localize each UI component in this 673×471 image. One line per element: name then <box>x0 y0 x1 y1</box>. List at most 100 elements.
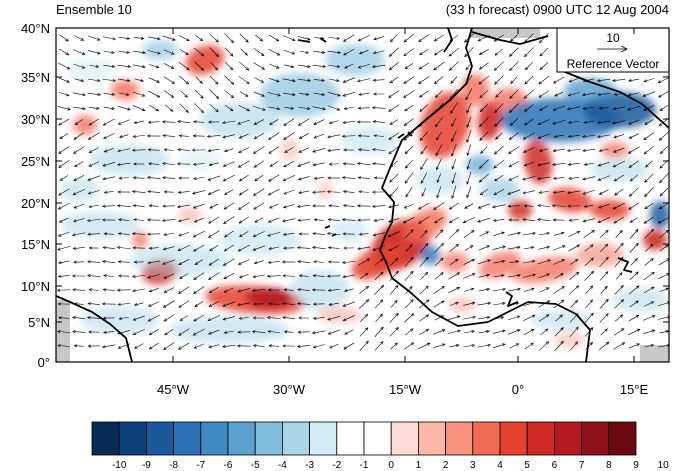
wind-vector <box>282 302 296 306</box>
colorbar: -10 -9 -8 -7 -6 -5 -4 -3 -2 -1 0 1 2 3 4 5 6 7 8 9 10 <box>91 421 669 471</box>
wind-vector <box>298 133 309 139</box>
wind-vector <box>297 330 310 334</box>
wind-vector <box>239 231 249 237</box>
wind-vector <box>161 120 176 124</box>
wind-vector <box>328 64 341 69</box>
wind-vector <box>451 143 457 157</box>
wind-vector <box>614 188 624 196</box>
wind-vector <box>163 273 175 279</box>
wind-vector <box>253 302 265 306</box>
wind-vector <box>101 302 116 306</box>
wind-vector <box>599 271 609 281</box>
wind-vector <box>282 92 296 97</box>
wind-vector <box>208 287 219 294</box>
wind-vector <box>342 232 355 236</box>
wind-vector <box>449 61 459 71</box>
wind-vector <box>58 77 70 83</box>
wind-vector <box>615 314 624 322</box>
wind-vector <box>117 148 131 153</box>
wind-vector <box>327 134 341 139</box>
wind-vector <box>374 341 384 351</box>
wind-vector <box>193 343 204 349</box>
wind-vector <box>58 316 70 320</box>
reference-vector-label: Reference Vector <box>567 57 660 71</box>
wind-vector <box>434 272 444 280</box>
wind-vector <box>433 61 445 71</box>
wind-vector <box>147 274 161 279</box>
wind-vector <box>313 218 324 222</box>
wind-vector <box>524 62 533 71</box>
wind-vector <box>59 48 70 56</box>
wind-vector <box>567 162 580 166</box>
wind-vector <box>282 274 295 278</box>
wind-vector <box>463 258 476 265</box>
colorbar-swatch <box>526 421 555 456</box>
wind-vector <box>58 118 70 126</box>
wind-vector <box>449 301 459 306</box>
wind-vector <box>296 302 311 306</box>
colorbar-swatch <box>390 421 419 456</box>
wind-vector <box>57 274 70 278</box>
wind-vector <box>268 246 280 251</box>
wind-vector <box>103 133 115 139</box>
wind-vector <box>297 246 311 250</box>
wind-vector <box>102 316 115 320</box>
wind-vector <box>356 120 371 124</box>
wind-vector <box>72 246 85 250</box>
wind-vector <box>523 259 536 264</box>
wind-vector <box>389 33 398 43</box>
wind-vector <box>268 78 280 83</box>
wind-vector <box>149 64 160 69</box>
wind-vector <box>539 287 550 293</box>
wind-vector <box>403 48 415 57</box>
wind-vector <box>477 217 491 223</box>
anomaly-cell <box>260 73 340 117</box>
wind-vector <box>133 120 144 125</box>
wind-vector <box>492 329 506 334</box>
wind-vector <box>222 258 235 266</box>
wind-vector <box>313 92 326 97</box>
wind-vector <box>57 344 71 348</box>
wind-vector <box>615 229 623 238</box>
wind-vector <box>450 76 458 84</box>
wind-vector <box>178 176 190 180</box>
anomaly-cell <box>466 155 494 175</box>
wind-vector <box>267 188 280 196</box>
wind-vector <box>87 260 101 264</box>
wind-vector <box>522 175 536 181</box>
wind-vector <box>448 47 460 57</box>
wind-vector <box>208 230 220 238</box>
wind-vector <box>507 245 521 250</box>
wind-vector <box>659 244 669 252</box>
wind-vector <box>238 133 249 139</box>
wind-vector <box>524 246 535 250</box>
wind-vector <box>478 245 491 251</box>
wind-vector <box>552 105 565 111</box>
wind-vector <box>117 162 131 167</box>
wind-vector <box>102 161 116 167</box>
wind-vector <box>614 242 624 253</box>
wind-vector <box>118 50 130 54</box>
wind-vector <box>327 148 341 153</box>
wind-vector <box>507 273 521 278</box>
wind-vector <box>147 260 161 265</box>
wind-vector <box>418 62 429 70</box>
wind-vector <box>327 246 340 250</box>
wind-vector <box>253 48 265 56</box>
wind-vector <box>57 302 70 306</box>
wind-vector <box>388 62 399 71</box>
wind-vector <box>538 245 551 250</box>
wind-vector <box>268 132 280 140</box>
wind-vector <box>252 344 265 348</box>
wind-vector <box>420 229 428 238</box>
lat-label: 35°N <box>21 70 50 85</box>
wind-vector <box>101 260 116 264</box>
wind-vector <box>570 299 579 308</box>
wind-vector <box>466 129 472 143</box>
wind-vector <box>553 134 564 139</box>
wind-vector <box>492 245 506 250</box>
wind-vector <box>72 330 86 334</box>
wind-vector <box>507 204 520 208</box>
wind-vector <box>341 260 356 264</box>
wind-vector <box>583 120 595 124</box>
